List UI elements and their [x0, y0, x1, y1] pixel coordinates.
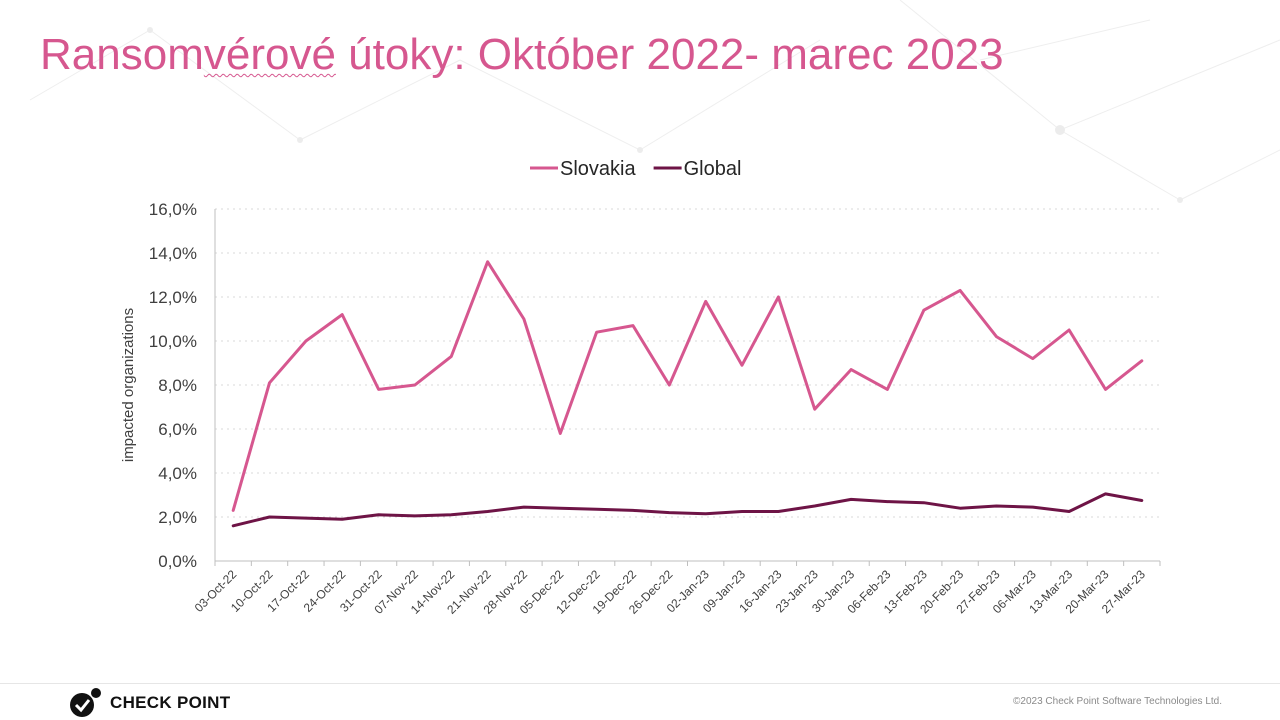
copyright-text: ©2023 Check Point Software Technologies … — [1013, 696, 1222, 707]
series-line-slovakia — [231, 260, 1144, 512]
y-tick-label: 16,0% — [149, 200, 197, 219]
y-tick-label: 0,0% — [158, 552, 197, 571]
y-tick-label: 6,0% — [158, 420, 197, 439]
y-tick-label: 2,0% — [158, 508, 197, 527]
check-point-logo: CHECK POINT — [68, 687, 230, 719]
y-tick-label: 8,0% — [158, 376, 197, 395]
slide-title: Ransomvérové útoky: Október 2022- marec … — [40, 30, 1004, 80]
footer-divider — [0, 683, 1280, 684]
title-spellcheck-word: vérové — [203, 30, 336, 79]
title-part-2: útoky: Október 2022- marec 2023 — [335, 30, 1004, 79]
legend-label-global: Global — [684, 158, 742, 180]
check-point-logo-icon — [70, 688, 101, 717]
y-tick-label: 4,0% — [158, 464, 197, 483]
title-part-1: Ransom — [40, 30, 204, 79]
line-chart: 0,0% 2,0% 4,0% 6,0% 8,0% 10,0% 12,0% 14,0% 16,0%… — [120, 158, 1161, 617]
y-tick-label: 10,0% — [149, 332, 197, 351]
logo-text: CHECK POINT — [110, 693, 231, 712]
y-axis-title: impacted organizations — [120, 308, 137, 462]
legend-label-slovakia: Slovakia — [560, 158, 636, 180]
series-line-global — [231, 492, 1144, 528]
y-tick-label: 12,0% — [149, 288, 197, 307]
y-tick-label: 14,0% — [149, 244, 197, 263]
